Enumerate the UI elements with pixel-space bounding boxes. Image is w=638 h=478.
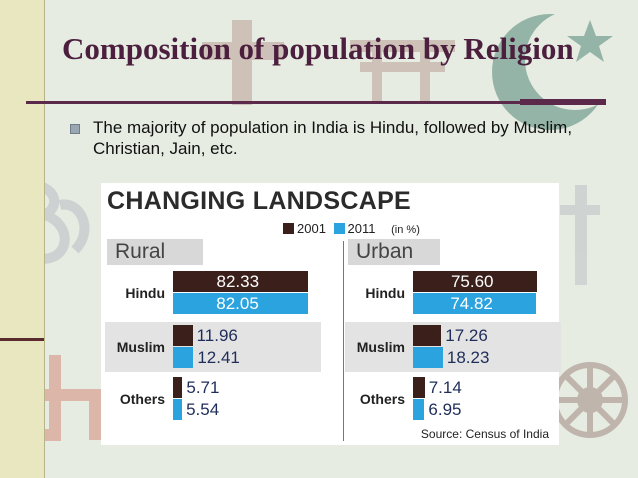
category-label-others: Others	[359, 391, 405, 407]
panel-label-rural: Rural	[107, 239, 203, 265]
torii-icon	[350, 40, 455, 102]
legend-swatch-2011	[333, 223, 345, 234]
data-label-rural-muslim-2001: 11.96	[196, 326, 238, 345]
bar-rural-hindu-2001	[173, 271, 308, 292]
row-band-muslim	[105, 322, 321, 372]
bar-rural-others-2001	[173, 377, 183, 398]
legend-swatch-2001	[283, 223, 294, 234]
bullet-text: The majority of population in India is H…	[93, 118, 573, 158]
bar-rural-muslim-2011	[173, 347, 194, 368]
left-accent-line	[0, 338, 44, 341]
legend-label-2011: 2011	[347, 221, 376, 236]
data-label-urban-muslim-2011: 18.23	[446, 348, 490, 367]
category-label-hindu: Hindu	[365, 285, 405, 301]
bar-urban-others-2001	[413, 377, 425, 398]
data-label-rural-hindu-2011: 82.05	[216, 294, 259, 313]
bar-urban-hindu-2011	[413, 293, 536, 314]
left-accent-bar	[0, 0, 45, 478]
data-label-rural-hindu-2001: 82.33	[216, 272, 260, 291]
chart-unit: (in %)	[391, 224, 420, 236]
legend-label-2001: 2001	[297, 221, 326, 236]
data-label-rural-others-2001: 5.71	[186, 378, 220, 397]
slide-title: Composition of population by Religion	[62, 31, 574, 66]
data-label-urban-hindu-2011: 74.82	[450, 294, 493, 313]
bullet-marker	[70, 124, 80, 134]
bar-urban-muslim-2011	[413, 347, 443, 368]
data-label-urban-muslim-2001: 17.26	[445, 326, 488, 345]
bar-rural-others-2011	[173, 399, 183, 420]
chart-legend: 2001 2011 (in %)	[283, 221, 420, 236]
panel-divider	[343, 241, 344, 441]
bar-rural-muslim-2001	[173, 325, 193, 346]
category-label-muslim: Muslim	[116, 339, 165, 355]
cross-icon	[202, 20, 284, 105]
legend-item-2011: 2011	[333, 221, 376, 236]
bar-urban-muslim-2001	[413, 325, 442, 346]
data-label-urban-others-2001: 7.14	[428, 378, 462, 397]
category-label-hindu: Hindu	[125, 285, 165, 301]
chart-card: CHANGING LANDSCAPE 2001 2011 (in %) Rura…	[101, 183, 561, 445]
chart-source: Source: Census of India	[420, 427, 549, 441]
data-label-urban-others-2011: 6.95	[428, 400, 462, 419]
panel-label-urban: Urban	[348, 239, 440, 265]
data-label-rural-others-2011: 5.54	[186, 400, 220, 419]
data-label-rural-muslim-2011: 12.41	[197, 348, 240, 367]
category-label-muslim: Muslim	[356, 339, 405, 355]
swastika-icon	[9, 355, 101, 441]
category-label-others: Others	[119, 391, 165, 407]
khanda-icon	[560, 185, 600, 285]
title-rule	[26, 101, 606, 104]
crescent-star-icon	[492, 10, 625, 130]
chart-title: CHANGING LANDSCAPE	[107, 187, 412, 215]
bar-urban-others-2011	[413, 399, 425, 420]
row-band-muslim	[345, 322, 561, 372]
dharma-wheel-icon	[552, 362, 628, 438]
legend-item-2001: 2001	[283, 221, 326, 236]
bar-urban-hindu-2001	[413, 271, 537, 292]
title-rule-accent	[520, 99, 606, 105]
bar-rural-hindu-2011	[173, 293, 308, 314]
data-label-urban-hindu-2001: 75.60	[450, 272, 494, 291]
